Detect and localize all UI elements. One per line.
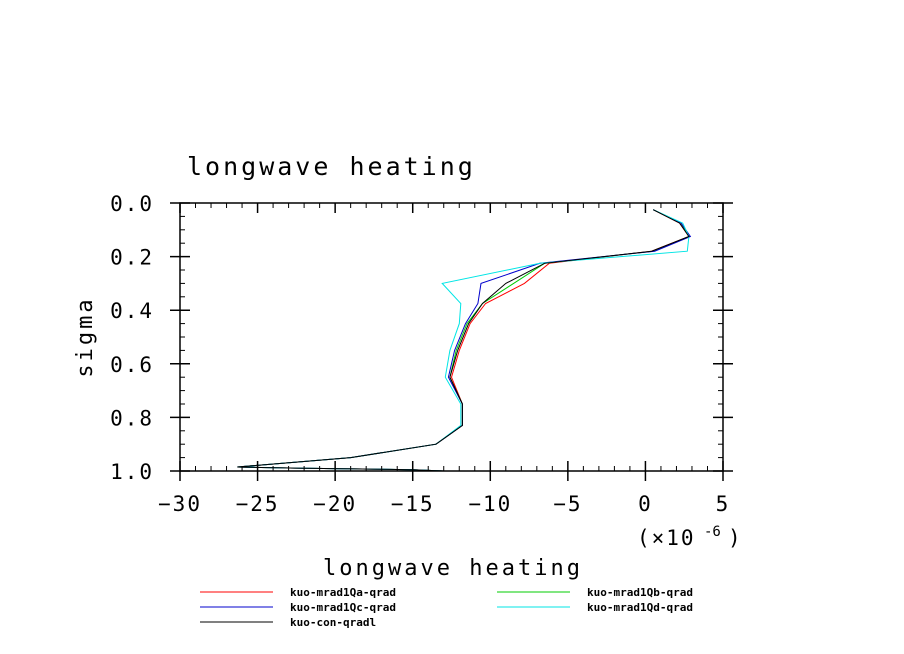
x-axis-label: longwave heating — [323, 556, 583, 581]
series-line-kuo-mrad1Qc-qrad — [237, 209, 692, 472]
x-tick-label: 5 — [716, 492, 731, 516]
y-tick-label: 0.8 — [110, 406, 154, 430]
y-tick-label: 0.0 — [110, 192, 154, 216]
x-multiplier-prefix: (×10 — [637, 526, 696, 550]
x-tick-label: −15 — [391, 492, 435, 516]
x-tick-label: 0 — [638, 492, 653, 516]
y-axis-label: sigma — [73, 296, 98, 377]
legend: kuo-mrad1Qa-qrad kuo-mrad1Qc-qrad kuo-con-… — [200, 586, 693, 629]
x-multiplier-close: ) — [728, 526, 743, 550]
x-tick-label: −10 — [468, 492, 512, 516]
legend-label: kuo-mrad1Qc-qrad — [290, 601, 396, 614]
legend-label: kuo-mrad1Qa-qrad — [290, 586, 396, 599]
chart-title: longwave heating — [187, 152, 476, 181]
x-multiplier-exponent: -6 — [704, 524, 721, 540]
series-line-kuo-con-qradl — [237, 209, 690, 472]
x-tick-label: −5 — [553, 492, 582, 516]
y-tick-label: 0.6 — [110, 353, 154, 377]
y-tick-label: 1.0 — [110, 460, 154, 484]
series-line-kuo-mrad1Qa-qrad — [237, 209, 690, 472]
y-tick-label: 0.2 — [110, 246, 154, 270]
legend-label: kuo-con-qradl — [290, 616, 376, 629]
plot-frame — [179, 202, 724, 472]
axes-layer: −30 −25 −20 −15 −10 −5 0 5 0.0 0.2 0.4 0.6 0.8 1.0 — [110, 192, 733, 516]
legend-label: kuo-mrad1Qd-qrad — [587, 601, 693, 614]
x-multiplier: (×10 -6 ) — [637, 524, 743, 550]
series-layer — [237, 209, 692, 472]
x-tick-label: −30 — [158, 492, 202, 516]
x-tick-label: −20 — [313, 492, 357, 516]
legend-label: kuo-mrad1Qb-qrad — [587, 586, 693, 599]
y-tick-label: 0.4 — [110, 299, 154, 323]
x-tick-label: −25 — [236, 492, 280, 516]
